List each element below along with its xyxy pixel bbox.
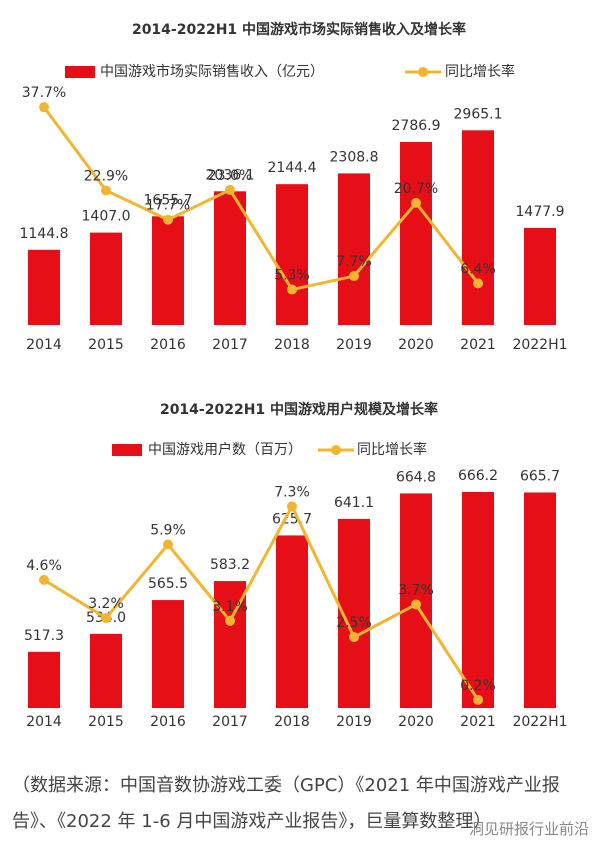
line-point: [411, 197, 421, 208]
x-tick-label: 2021: [460, 337, 496, 353]
line-value-label: 20.7%: [394, 181, 438, 197]
bar-value-label: 517.3: [24, 628, 64, 644]
legend-label: 同比增长率: [445, 63, 515, 80]
line-point: [39, 574, 49, 585]
legend-dot: [418, 67, 428, 77]
line-point: [101, 185, 111, 196]
bar: [276, 535, 308, 708]
bar: [90, 232, 122, 325]
line-value-label: 3.1%: [212, 599, 248, 615]
bar: [28, 249, 60, 325]
bar-value-label: 665.7: [520, 468, 560, 484]
watermark: 洞见研报行业前沿: [468, 820, 589, 838]
line-point: [411, 599, 421, 610]
chart-title: 2014-2022H1 中国游戏市场实际销售收入及增长率: [132, 21, 466, 38]
line-value-label: 6.4%: [460, 261, 496, 277]
line-point: [287, 501, 297, 512]
legend-label: 同比增长率: [357, 441, 427, 458]
chart-title: 2014-2022H1 中国游戏用户规模及增长率: [160, 401, 438, 418]
bar: [28, 651, 60, 708]
bar: [152, 216, 184, 325]
line-value-label: 0.2%: [460, 678, 496, 694]
line-value-label: 37.7%: [22, 85, 66, 101]
line-point: [287, 284, 297, 295]
line-value-label: 22.9%: [84, 168, 128, 184]
line-point: [39, 102, 49, 113]
line-point: [163, 539, 173, 550]
bar: [90, 633, 122, 708]
line-point: [349, 632, 359, 643]
x-tick-label: 2015: [88, 714, 124, 730]
legend-swatch: [65, 66, 95, 78]
line-point: [225, 184, 235, 195]
bar: [524, 227, 556, 325]
line-value-label: 5.3%: [274, 268, 310, 284]
line-value-label: 7.3%: [274, 484, 310, 500]
legend-label: 中国游戏市场实际销售收入（亿元）: [100, 63, 324, 80]
bar: [152, 600, 184, 708]
bar-value-label: 2144.4: [268, 160, 317, 176]
line-point: [473, 278, 483, 289]
x-tick-label: 2022H1: [512, 337, 567, 353]
x-tick-label: 2020: [398, 337, 434, 353]
line-point: [473, 694, 483, 705]
x-tick-label: 2021: [460, 714, 496, 730]
legend-label: 中国游戏用户数（百万）: [148, 441, 302, 458]
x-tick-label: 2016: [150, 714, 186, 730]
x-tick-label: 2020: [398, 714, 434, 730]
x-tick-label: 2015: [88, 337, 124, 353]
line-point: [225, 615, 235, 626]
x-tick-label: 2018: [274, 337, 310, 353]
bar: [462, 130, 494, 325]
line-value-label: 3.7%: [398, 582, 434, 598]
bar-value-label: 1477.9: [516, 204, 565, 220]
x-tick-label: 2019: [336, 714, 372, 730]
line-value-label: 7.7%: [336, 254, 372, 270]
bar-value-label: 2308.8: [330, 149, 379, 165]
line-point: [101, 613, 111, 624]
line-point: [163, 214, 173, 225]
bar: [338, 173, 370, 325]
bar-value-label: 664.8: [396, 469, 436, 485]
bar-value-label: 1655.7: [144, 192, 193, 208]
x-tick-label: 2017: [212, 337, 248, 353]
line-value-label: 3.2%: [88, 596, 124, 612]
bar: [400, 141, 432, 325]
line-value-label: 5.9%: [150, 523, 186, 539]
legend-dot: [331, 445, 341, 455]
x-tick-label: 2018: [274, 714, 310, 730]
bar-value-label: 2965.1: [454, 106, 503, 122]
bar-value-label: 1407.0: [82, 209, 131, 225]
bar-value-label: 2786.9: [392, 118, 441, 134]
line-value-label: 17.7%: [146, 198, 190, 214]
x-tick-label: 2022H1: [512, 714, 567, 730]
line: [42, 106, 480, 292]
line: [43, 503, 480, 701]
bar-value-label: 666.2: [458, 468, 498, 484]
line-value-label: 23.0%: [208, 168, 252, 184]
line-value-label: 2.5%: [336, 615, 372, 631]
bar-value-label: 625.7: [272, 511, 312, 527]
legend-swatch: [112, 444, 142, 456]
source-note: （数据来源：中国音数协游戏工委（GPC）《2021 年中国游戏产业报告》、《20…: [12, 775, 560, 832]
x-tick-label: 2017: [212, 714, 248, 730]
x-tick-label: 2016: [150, 337, 186, 353]
x-tick-label: 2019: [336, 337, 372, 353]
bar: [276, 184, 308, 325]
bar-value-label: 1144.8: [20, 226, 69, 242]
bar: [462, 491, 494, 708]
line-point: [349, 271, 359, 282]
bar-value-label: 641.1: [334, 495, 374, 511]
bar-value-label: 565.5: [148, 576, 188, 592]
bar-value-label: 583.2: [210, 557, 250, 573]
line-value-label: 4.6%: [26, 558, 62, 574]
bar: [524, 492, 556, 708]
x-tick-label: 2014: [26, 337, 62, 353]
x-tick-label: 2014: [26, 714, 62, 730]
bar-value-label: 2036.1: [206, 167, 255, 183]
bar: [214, 191, 246, 325]
